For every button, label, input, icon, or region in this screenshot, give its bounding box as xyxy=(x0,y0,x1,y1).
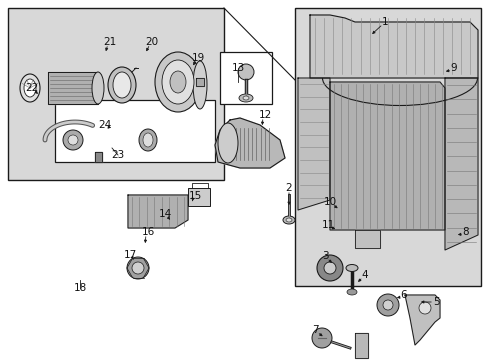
Text: 10: 10 xyxy=(323,197,336,207)
Polygon shape xyxy=(309,15,477,78)
Circle shape xyxy=(376,294,398,316)
Text: 1: 1 xyxy=(381,17,387,27)
Text: 20: 20 xyxy=(145,37,158,47)
Ellipse shape xyxy=(170,71,185,93)
Text: 9: 9 xyxy=(450,63,456,73)
Ellipse shape xyxy=(243,96,248,100)
Ellipse shape xyxy=(283,216,294,224)
Polygon shape xyxy=(48,72,98,104)
Text: 15: 15 xyxy=(188,191,201,201)
Bar xyxy=(294,8,480,286)
Bar xyxy=(8,8,224,180)
Text: 24: 24 xyxy=(98,120,111,130)
Text: 18: 18 xyxy=(73,283,86,293)
Text: 23: 23 xyxy=(111,150,124,160)
Text: 8: 8 xyxy=(462,227,468,237)
Polygon shape xyxy=(329,82,444,230)
Ellipse shape xyxy=(162,60,194,104)
Ellipse shape xyxy=(155,52,201,112)
Ellipse shape xyxy=(346,265,357,271)
Text: 17: 17 xyxy=(123,250,136,260)
Ellipse shape xyxy=(20,74,40,102)
Circle shape xyxy=(324,262,335,274)
Polygon shape xyxy=(297,78,329,210)
Text: 5: 5 xyxy=(432,297,438,307)
Circle shape xyxy=(68,135,78,145)
Circle shape xyxy=(238,64,253,80)
Polygon shape xyxy=(354,230,379,248)
Ellipse shape xyxy=(193,61,206,109)
Ellipse shape xyxy=(346,289,356,295)
Bar xyxy=(220,52,271,104)
Ellipse shape xyxy=(285,218,291,222)
Text: 3: 3 xyxy=(321,251,327,261)
Text: 11: 11 xyxy=(321,220,334,230)
Ellipse shape xyxy=(92,72,104,104)
Ellipse shape xyxy=(139,129,157,151)
Text: 6: 6 xyxy=(400,290,407,300)
Text: 19: 19 xyxy=(191,53,204,63)
Circle shape xyxy=(63,130,83,150)
Circle shape xyxy=(127,257,149,279)
Polygon shape xyxy=(196,78,203,86)
Circle shape xyxy=(132,262,143,274)
Polygon shape xyxy=(128,195,187,228)
Circle shape xyxy=(316,255,342,281)
Ellipse shape xyxy=(113,72,131,98)
Circle shape xyxy=(418,302,430,314)
Polygon shape xyxy=(404,295,439,345)
Bar xyxy=(55,100,215,162)
Text: 12: 12 xyxy=(258,110,271,120)
Polygon shape xyxy=(95,152,102,162)
Bar xyxy=(187,188,209,206)
Text: 14: 14 xyxy=(158,209,171,219)
Text: 2: 2 xyxy=(285,183,292,193)
Text: 21: 21 xyxy=(103,37,116,47)
Text: 16: 16 xyxy=(141,227,154,237)
Polygon shape xyxy=(215,118,285,168)
Circle shape xyxy=(382,300,392,310)
Polygon shape xyxy=(354,333,367,358)
Ellipse shape xyxy=(24,79,36,97)
Text: 13: 13 xyxy=(231,63,244,73)
Polygon shape xyxy=(444,78,477,250)
Text: 7: 7 xyxy=(311,325,318,335)
Ellipse shape xyxy=(239,94,252,102)
Ellipse shape xyxy=(108,67,136,103)
Ellipse shape xyxy=(218,123,238,163)
Text: 4: 4 xyxy=(361,270,367,280)
Circle shape xyxy=(311,328,331,348)
Ellipse shape xyxy=(142,133,153,147)
Text: 22: 22 xyxy=(25,83,39,93)
